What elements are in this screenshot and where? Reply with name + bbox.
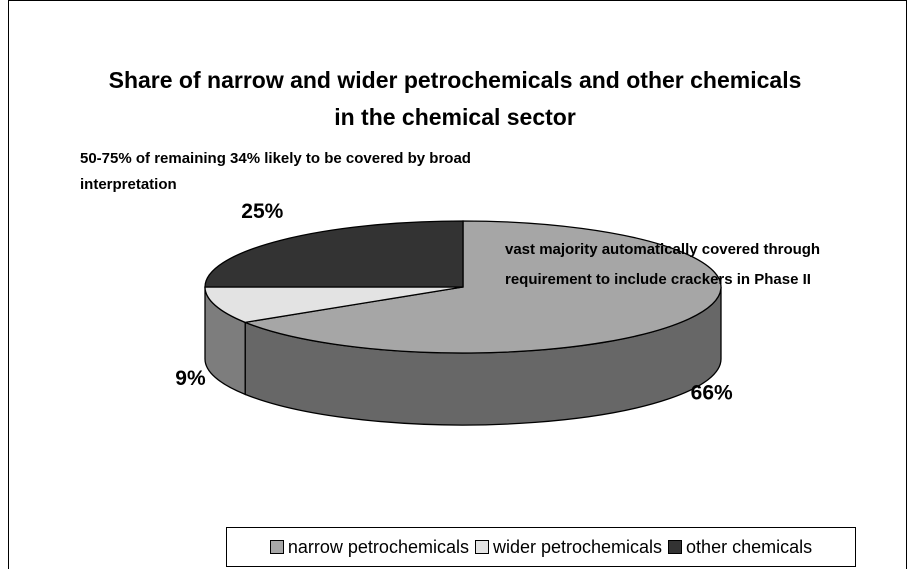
data-label: 9% [175, 367, 206, 390]
legend-item: narrow petrochemicals [269, 536, 469, 558]
legend-swatch [474, 539, 489, 554]
annotation: vast majority automatically covered thro… [505, 241, 821, 288]
slice [204, 220, 464, 288]
annotation: 50-75% of remaining 34% likely to be cov… [80, 150, 471, 193]
chart-frame [8, 0, 907, 569]
legend-swatch [269, 539, 284, 554]
legend: narrow petrochemicals wider petrochemical… [226, 527, 856, 567]
slice [204, 286, 464, 324]
chart-title: Share of narrow and wider petrochemicals… [108, 67, 802, 130]
legend-swatch [668, 539, 683, 554]
legend-label: other chemicals [686, 536, 813, 557]
legend-label: narrow petrochemicals [287, 536, 469, 557]
data-label: 25% [241, 200, 283, 223]
legend-item: wider petrochemicals [474, 536, 663, 558]
data-label: 66% [691, 382, 733, 405]
legend-label: wider petrochemicals [492, 536, 663, 557]
slice [242, 220, 722, 354]
legend-item: other chemicals [668, 537, 812, 558]
